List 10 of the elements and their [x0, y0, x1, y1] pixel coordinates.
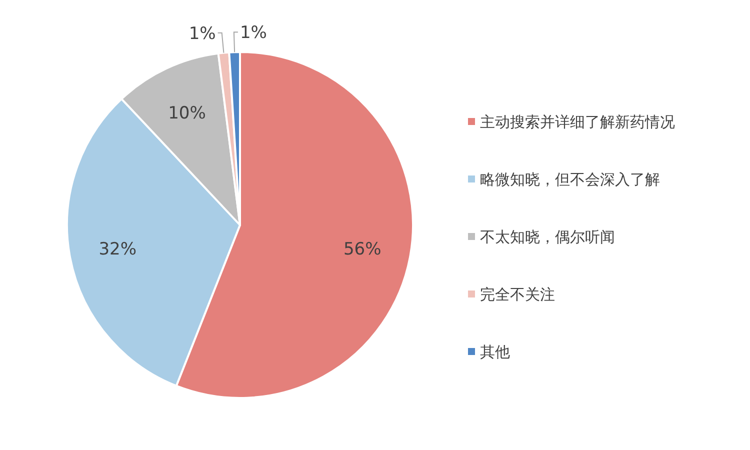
legend-label: 其他: [480, 343, 510, 361]
legend-label: 主动搜索并详细了解新药情况: [480, 113, 675, 131]
data-label: 32%: [98, 239, 137, 260]
data-label: 10%: [168, 103, 206, 124]
data-label: 56%: [343, 239, 382, 260]
legend-label: 不太知晓，偶尔听闻: [480, 228, 615, 246]
data-label: 1%: [188, 24, 216, 44]
data-label: 1%: [240, 23, 267, 44]
legend-label: 完全不关注: [480, 286, 555, 304]
legend-label: 略微知晓，但不会深入了解: [480, 170, 660, 188]
